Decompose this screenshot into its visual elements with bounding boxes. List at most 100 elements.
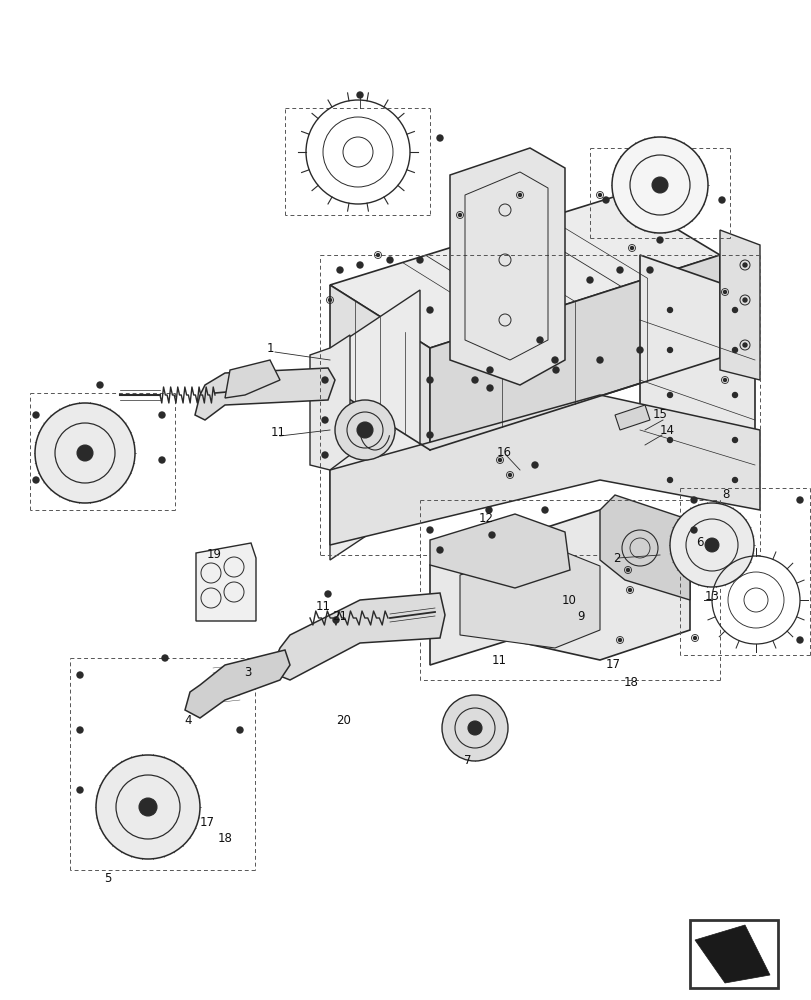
Circle shape <box>357 262 363 268</box>
Text: 17: 17 <box>200 816 214 828</box>
Circle shape <box>667 348 672 353</box>
Polygon shape <box>614 405 649 430</box>
Polygon shape <box>329 195 719 348</box>
Circle shape <box>159 457 165 463</box>
Circle shape <box>667 308 672 312</box>
Circle shape <box>742 343 746 347</box>
Circle shape <box>35 403 135 503</box>
Text: 1: 1 <box>266 342 273 355</box>
Circle shape <box>427 527 432 533</box>
Circle shape <box>441 695 508 761</box>
Text: 18: 18 <box>623 676 637 688</box>
Text: 16: 16 <box>496 446 511 460</box>
Polygon shape <box>270 593 444 680</box>
Circle shape <box>322 417 328 423</box>
Circle shape <box>667 438 672 442</box>
Circle shape <box>487 385 492 391</box>
Bar <box>689 920 777 988</box>
Text: 7: 7 <box>464 754 471 766</box>
Circle shape <box>598 194 601 196</box>
Circle shape <box>77 727 83 733</box>
Circle shape <box>97 382 103 388</box>
Circle shape <box>552 367 558 373</box>
Text: 9: 9 <box>577 610 584 624</box>
Circle shape <box>618 639 620 642</box>
Circle shape <box>162 655 168 661</box>
Circle shape <box>328 298 331 302</box>
Polygon shape <box>329 285 430 450</box>
Circle shape <box>498 458 501 462</box>
Circle shape <box>732 392 736 397</box>
Circle shape <box>427 307 432 313</box>
Circle shape <box>536 337 543 343</box>
Text: 21: 21 <box>332 610 347 624</box>
Polygon shape <box>430 514 569 588</box>
Circle shape <box>704 538 718 552</box>
Circle shape <box>723 378 726 381</box>
Circle shape <box>387 257 393 263</box>
Circle shape <box>467 721 482 735</box>
Circle shape <box>796 497 802 503</box>
Circle shape <box>611 137 707 233</box>
Circle shape <box>796 637 802 643</box>
Text: 17: 17 <box>605 658 620 672</box>
Circle shape <box>357 422 372 438</box>
Text: 15: 15 <box>652 408 667 422</box>
Circle shape <box>96 755 200 859</box>
Circle shape <box>586 277 592 283</box>
Circle shape <box>690 527 696 533</box>
Text: 2: 2 <box>612 552 620 564</box>
Circle shape <box>656 237 663 243</box>
Circle shape <box>742 298 746 302</box>
Circle shape <box>488 532 495 538</box>
Text: 11: 11 <box>491 654 506 666</box>
Circle shape <box>626 568 629 572</box>
Circle shape <box>732 438 736 442</box>
Text: 12: 12 <box>478 512 493 526</box>
Circle shape <box>471 377 478 383</box>
Circle shape <box>667 392 672 397</box>
Circle shape <box>77 787 83 793</box>
Circle shape <box>324 591 331 597</box>
Polygon shape <box>430 510 689 665</box>
Circle shape <box>628 588 631 591</box>
Circle shape <box>667 478 672 483</box>
Polygon shape <box>195 543 255 621</box>
Circle shape <box>77 672 83 678</box>
Circle shape <box>690 497 696 503</box>
Circle shape <box>436 135 443 141</box>
Text: 18: 18 <box>217 832 232 846</box>
Polygon shape <box>449 148 564 385</box>
Circle shape <box>322 452 328 458</box>
Text: 11: 11 <box>315 600 330 613</box>
Circle shape <box>596 357 603 363</box>
Text: 8: 8 <box>722 488 729 502</box>
Circle shape <box>518 194 521 196</box>
Text: 14: 14 <box>659 424 674 438</box>
Circle shape <box>335 400 394 460</box>
Circle shape <box>732 478 736 483</box>
Polygon shape <box>195 368 335 420</box>
Polygon shape <box>430 255 719 450</box>
Text: 4: 4 <box>184 714 191 726</box>
Text: 10: 10 <box>561 593 576 606</box>
Circle shape <box>427 377 432 383</box>
Text: 19: 19 <box>206 548 221 562</box>
Circle shape <box>732 348 736 353</box>
Polygon shape <box>329 290 419 560</box>
Circle shape <box>646 267 652 273</box>
Circle shape <box>33 477 39 483</box>
Circle shape <box>551 357 557 363</box>
Circle shape <box>487 367 492 373</box>
Circle shape <box>333 617 338 623</box>
Circle shape <box>651 177 667 193</box>
Circle shape <box>636 347 642 353</box>
Polygon shape <box>599 495 689 600</box>
Circle shape <box>742 263 746 267</box>
Circle shape <box>237 727 242 733</box>
Text: 5: 5 <box>104 871 112 884</box>
Circle shape <box>33 412 39 418</box>
Text: 11: 11 <box>270 426 285 438</box>
Circle shape <box>669 503 753 587</box>
Circle shape <box>508 474 511 477</box>
